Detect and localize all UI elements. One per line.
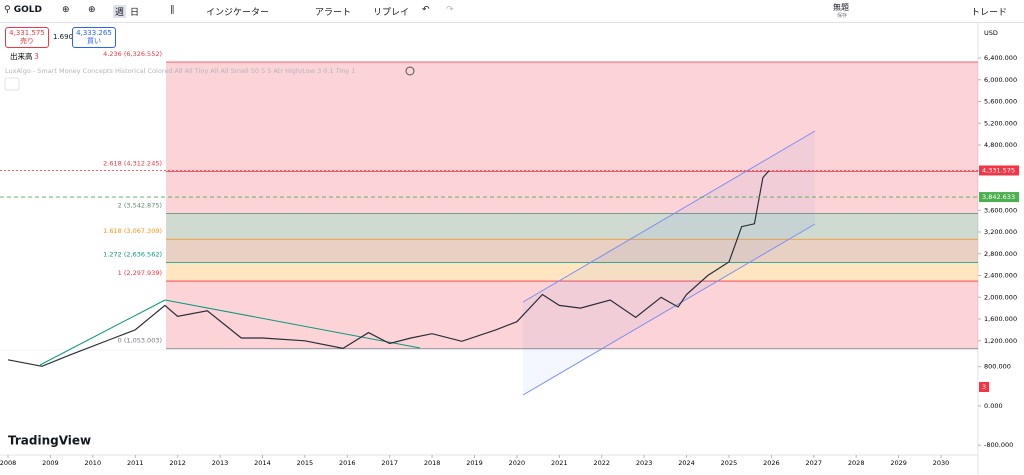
y-tick-label: 2,000.000 xyxy=(984,293,1017,301)
icon-compare[interactable]: ⊕ xyxy=(62,5,70,15)
spread: 1.690 xyxy=(53,33,74,41)
buy-label: 買い xyxy=(87,37,101,45)
currency: USD xyxy=(984,29,998,37)
x-tick-label: 2011 xyxy=(127,459,144,467)
y-tick-label: 5,600.000 xyxy=(984,98,1017,106)
channel-upper xyxy=(522,130,816,303)
sell-button[interactable]: 4,331.575 売り xyxy=(5,27,49,48)
chart-style[interactable]: 日 xyxy=(130,8,140,18)
replay[interactable]: リプレイ xyxy=(373,8,410,18)
toolbar: ⚲ GOLD ⊕ ⊕ 週 日 ∥ インジケーター アラート リプレイ ↶ ↷ 無… xyxy=(0,0,1024,23)
x-tick-label: 2010 xyxy=(85,459,102,467)
y-tick-label: 4,800.000 xyxy=(984,141,1017,149)
trade[interactable]: トレード xyxy=(971,8,1008,18)
eye-icon[interactable] xyxy=(405,66,415,76)
fib-label: 1.618 (3,067.309) xyxy=(103,227,162,235)
redo[interactable]: ↷ xyxy=(446,5,454,15)
y-tick-label: 2,800.000 xyxy=(984,250,1017,258)
last-price-label: 4,331.575 xyxy=(982,166,1015,174)
y-tick-label: 6,000.000 xyxy=(984,76,1017,84)
volume-tick-label: 0.000 xyxy=(984,402,1003,410)
volume-legend-value: 3 xyxy=(34,52,39,61)
fib-zone xyxy=(166,61,978,172)
fib-retracement: 4.236 (6,326.552) 2.618 (4,312.245) 2 (3,5… xyxy=(103,50,978,350)
alerts[interactable]: アラート xyxy=(315,8,352,18)
volume-legend: 出来高 xyxy=(10,51,33,61)
price-line xyxy=(7,170,770,367)
layout-status: 保存 xyxy=(837,13,848,19)
collapse-button[interactable] xyxy=(4,77,20,91)
fib-zone xyxy=(166,239,978,263)
fib-zone xyxy=(166,171,978,214)
indicator-legend: LuxAlgo - Smart Money Concepts Historica… xyxy=(5,67,355,75)
volume-tick-label: 800.000 xyxy=(984,363,1011,371)
fib-label: 1.272 (2,636.562) xyxy=(103,251,162,259)
y-tick-label: 3,200.000 xyxy=(984,228,1017,236)
volume-tick-label: -800.000 xyxy=(984,441,1013,449)
layout[interactable]: 無題 xyxy=(833,3,849,12)
sell-price: 4,331.575 xyxy=(9,29,45,37)
x-tick-label: 2029 xyxy=(890,459,907,467)
indicators[interactable]: インジケーター xyxy=(206,8,270,18)
x-tick-label: 2030 xyxy=(933,459,950,467)
x-tick-label: 2027 xyxy=(805,459,822,467)
x-tick-label: 2022 xyxy=(593,459,610,467)
x-tick-label: 2019 xyxy=(466,459,483,467)
ref-price-tag xyxy=(979,192,1019,203)
buy-price: 4,333.265 xyxy=(76,29,112,37)
last-price-tag xyxy=(979,165,1019,176)
x-tick-label: 2028 xyxy=(848,459,865,467)
y-tick-label: 6,400.000 xyxy=(984,54,1017,62)
x-tick-label: 2017 xyxy=(381,459,398,467)
x-tick-label: 2016 xyxy=(339,459,356,467)
ref-price-label: 3,842.633 xyxy=(982,193,1015,201)
fib-zone xyxy=(166,262,978,282)
y-tick-label: 3,600.000 xyxy=(984,206,1017,214)
fib-zone xyxy=(166,281,978,349)
symbol[interactable]: GOLD xyxy=(13,5,42,15)
x-tick-label: 2012 xyxy=(169,459,186,467)
buy-button[interactable]: 4,333.265 買い xyxy=(72,27,116,48)
y-tick-label: 1,600.000 xyxy=(984,315,1017,323)
undo[interactable]: ↶ xyxy=(422,5,430,15)
x-tick-label: 2021 xyxy=(551,459,568,467)
symbol-search[interactable]: ⚲ GOLD xyxy=(4,5,42,15)
fib-label: 2.618 (4,312.245) xyxy=(103,160,162,168)
volume-tag-value: 3 xyxy=(982,383,986,391)
y-tick-label: 2,400.000 xyxy=(984,272,1017,280)
fib-label: 1 (2,297.939) xyxy=(118,269,162,277)
x-tick-label: 2008 xyxy=(0,459,16,467)
fib-label: 4.236 (6,326.552) xyxy=(103,50,162,58)
price-plot xyxy=(7,170,770,367)
volume-tag xyxy=(979,382,989,392)
x-tick-label: 2024 xyxy=(678,459,695,467)
x-tick-label: 2013 xyxy=(212,459,229,467)
icon-bars[interactable]: ∥ xyxy=(170,5,175,15)
trendline-down xyxy=(164,299,421,349)
fib-label: 2 (3,542.875) xyxy=(118,201,162,209)
trendline-up xyxy=(39,299,166,366)
interval[interactable]: 週 xyxy=(113,5,127,18)
sell-label: 売り xyxy=(20,37,34,45)
x-tick-label: 2026 xyxy=(763,459,780,467)
fib-label: 0 (1,053.003) xyxy=(118,337,162,345)
fib-zone xyxy=(166,213,978,240)
icon-add[interactable]: ⊕ xyxy=(88,5,96,15)
y-tick-label: 5,200.000 xyxy=(984,119,1017,127)
x-tick-label: 2025 xyxy=(721,459,738,467)
x-tick-label: 2023 xyxy=(636,459,653,467)
x-tick-label: 2020 xyxy=(509,459,526,467)
x-tick-label: 2014 xyxy=(254,459,271,467)
x-tick-label: 2009 xyxy=(42,459,59,467)
channel-lower xyxy=(522,223,816,396)
x-tick-label: 2015 xyxy=(297,459,314,467)
x-tick-label: 2018 xyxy=(424,459,441,467)
y-tick-label: 1,200.000 xyxy=(984,337,1017,345)
logo: TradingView xyxy=(8,434,91,448)
